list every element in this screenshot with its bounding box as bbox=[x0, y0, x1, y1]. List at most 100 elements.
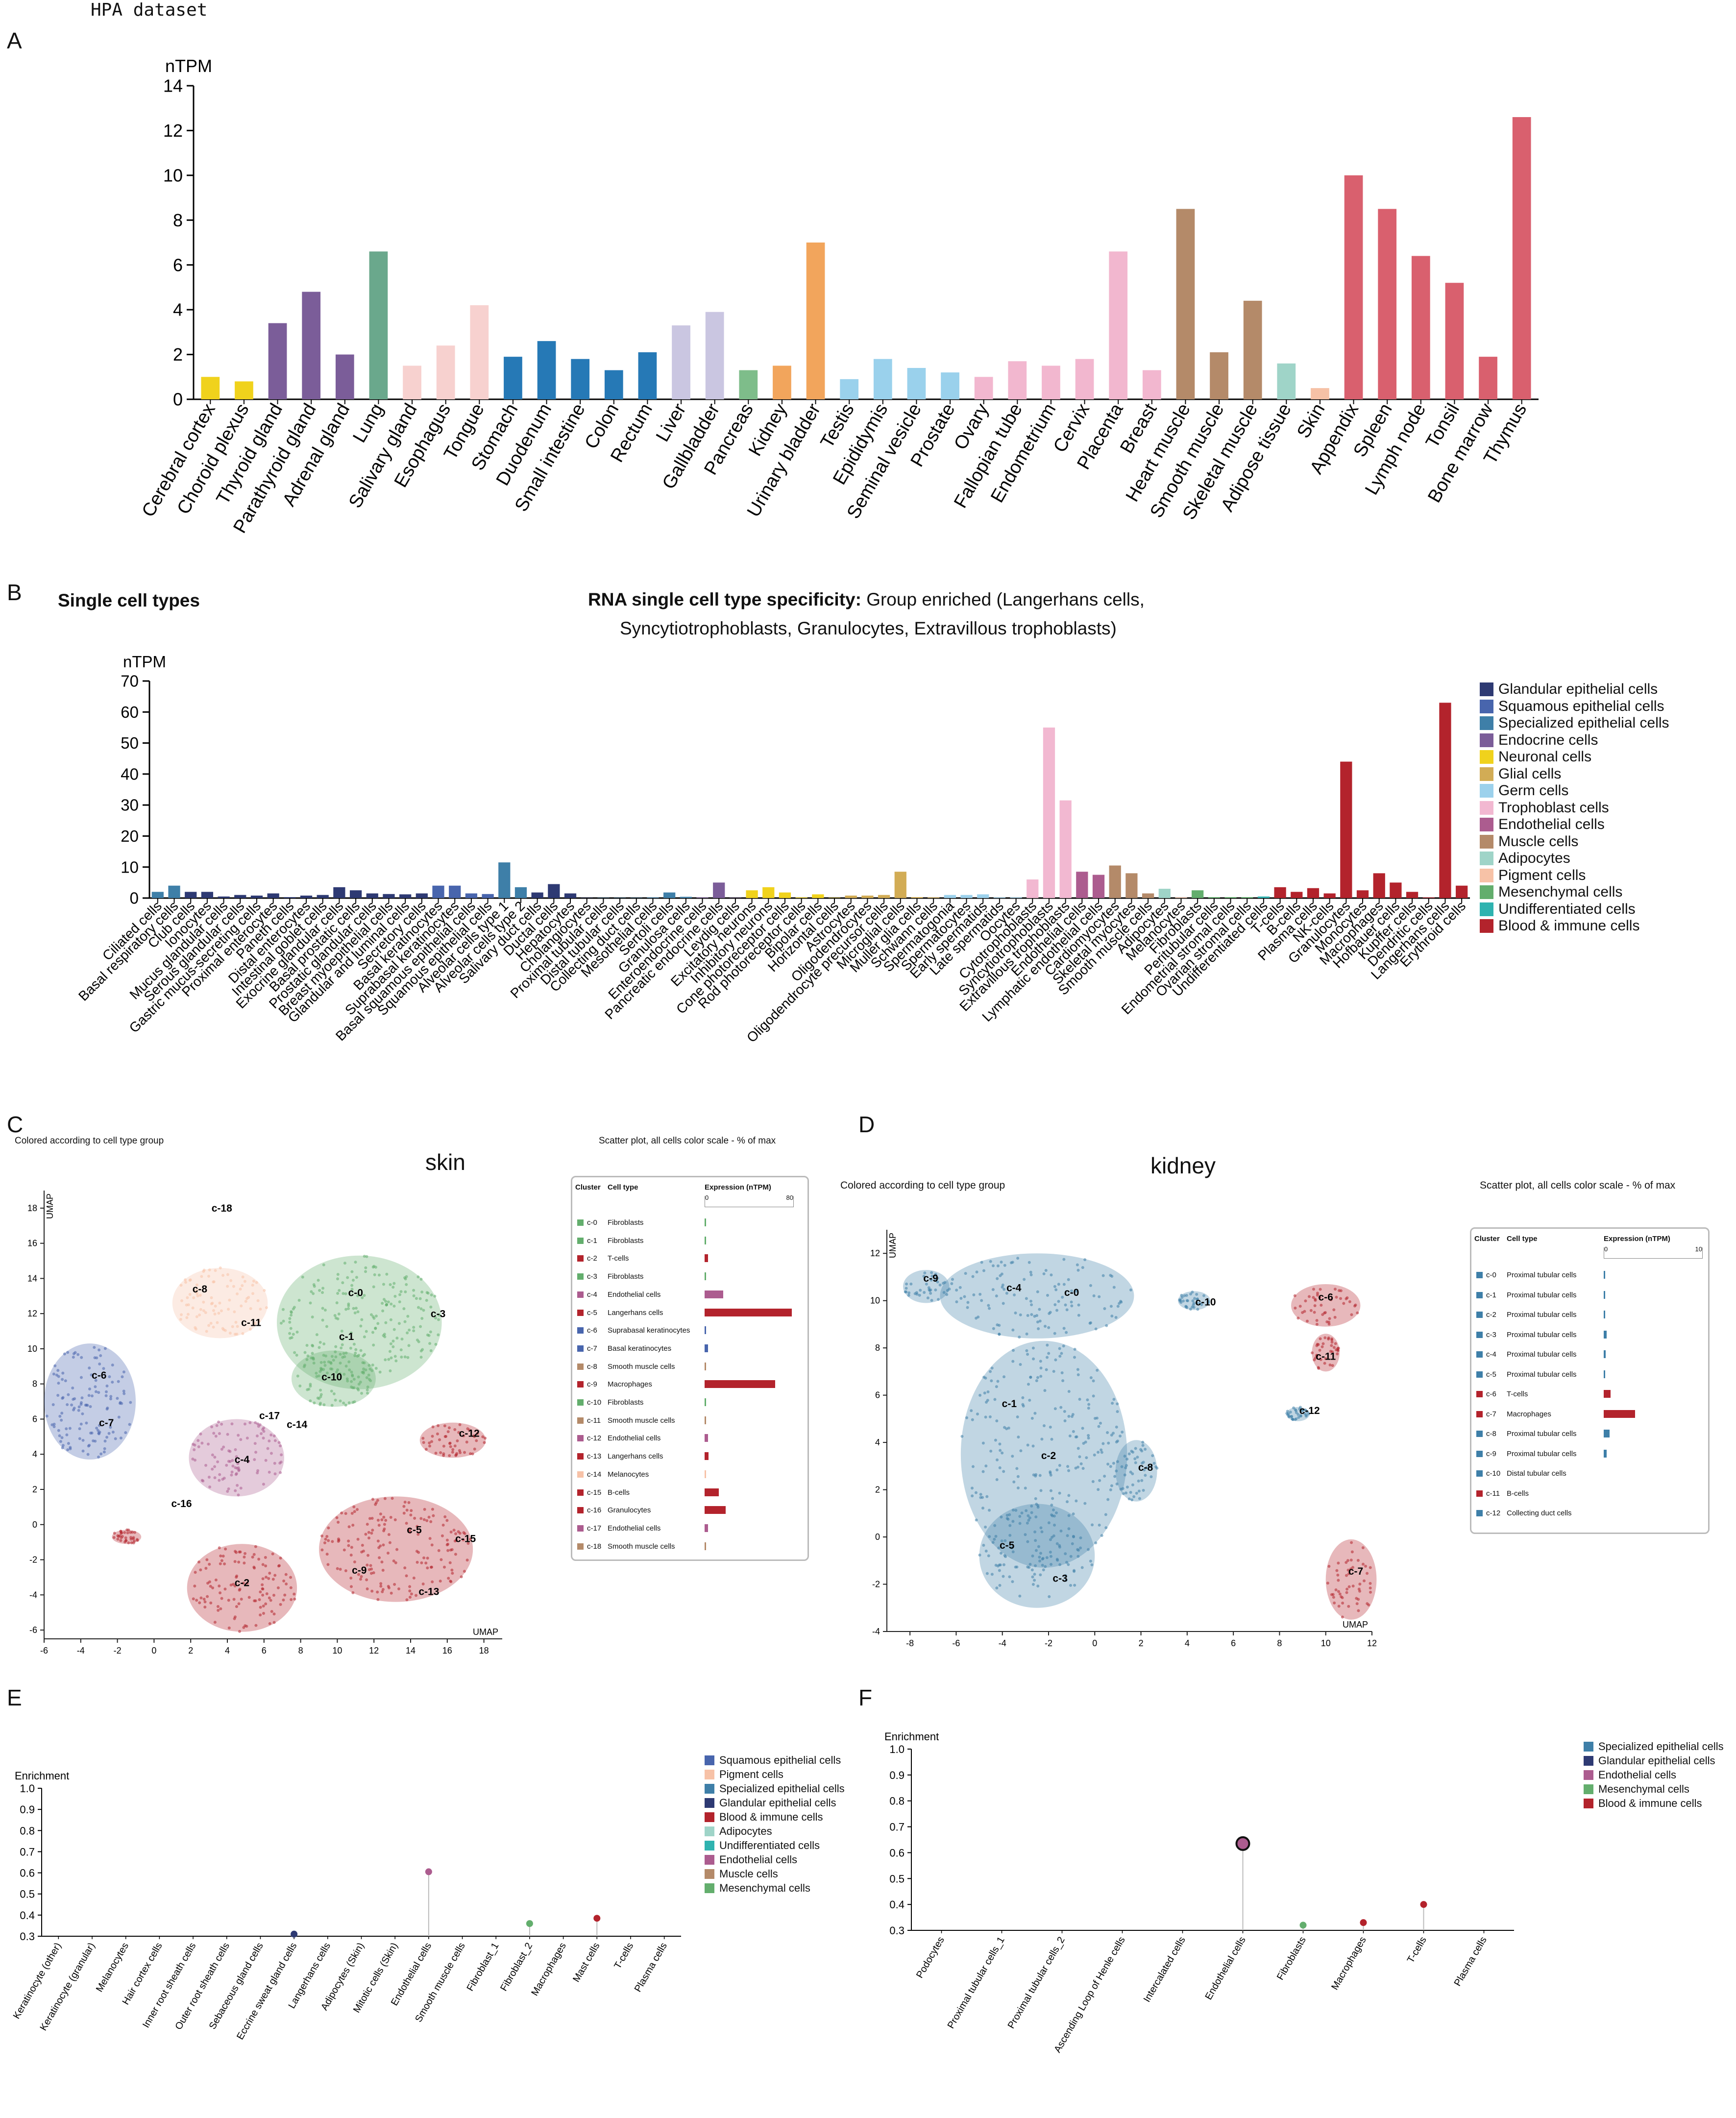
chart-d-cell-point bbox=[989, 1260, 992, 1263]
chart-c-cell-point bbox=[345, 1377, 349, 1381]
chart-c-cell-point bbox=[417, 1551, 420, 1554]
chart-c-cell-point bbox=[429, 1349, 433, 1352]
chart-c-table-row-c-1: c-1 Fibroblasts bbox=[572, 1234, 807, 1248]
chart-c-cell-point bbox=[61, 1396, 65, 1399]
chart-d-cell-point bbox=[1138, 1497, 1141, 1500]
chart-c-cell-point bbox=[105, 1384, 109, 1388]
chart-d-cell-point bbox=[1037, 1545, 1040, 1548]
chart-c-cell-point bbox=[379, 1544, 382, 1548]
chart-d-cell-point bbox=[1134, 1461, 1137, 1464]
chart-c-cell-point bbox=[116, 1397, 119, 1400]
chart-c-table-row-cluster: c-5 bbox=[587, 1308, 597, 1317]
chart-c-cell-point bbox=[419, 1325, 422, 1328]
chart-d-cell-point bbox=[1072, 1512, 1075, 1516]
chart-c-cell-point bbox=[453, 1428, 457, 1431]
chart-c-cell-point bbox=[239, 1288, 242, 1291]
chart-c-y-tick-label: 16 bbox=[27, 1239, 37, 1248]
chart-b-bar-bipolar-cells bbox=[812, 894, 824, 898]
chart-b-bar-astrocytes bbox=[845, 895, 857, 898]
chart-c-cell-point bbox=[354, 1351, 357, 1355]
chart-c-cell-point bbox=[233, 1560, 237, 1563]
chart-d-cell-point bbox=[1369, 1590, 1372, 1594]
chart-c-cell-point bbox=[394, 1359, 398, 1363]
chart-d-cell-point bbox=[1073, 1348, 1076, 1351]
chart-c-table-row-cell-type: B-cells bbox=[608, 1488, 630, 1497]
chart-c-cell-point bbox=[362, 1371, 365, 1375]
chart-c-cell-point bbox=[98, 1362, 101, 1365]
chart-d-cell-point bbox=[1356, 1311, 1359, 1315]
chart-d-cell-point bbox=[990, 1573, 994, 1576]
chart-c-table-row-expression-bar bbox=[705, 1272, 707, 1281]
chart-d-cell-point bbox=[1366, 1572, 1369, 1575]
chart-d-cell-point bbox=[1292, 1406, 1296, 1410]
chart-d-cell-point bbox=[989, 1449, 993, 1453]
chart-d-cell-point bbox=[1000, 1515, 1003, 1519]
chart-d-cell-point bbox=[1002, 1563, 1005, 1566]
chart-c-cell-point bbox=[263, 1289, 266, 1292]
chart-c-table-row-cluster: c-15 bbox=[587, 1488, 602, 1497]
chart-c-table-row-cell-type: Endothelial cells bbox=[608, 1434, 661, 1443]
chart-c-cell-point bbox=[253, 1458, 256, 1461]
chart-d-cell-point bbox=[984, 1549, 988, 1553]
chart-b-legend-label: Pigment cells bbox=[1498, 867, 1586, 883]
chart-d-cell-point bbox=[945, 1293, 949, 1296]
chart-c-cluster-label-c-6: c-6 bbox=[92, 1370, 106, 1381]
chart-c-cell-point bbox=[405, 1522, 408, 1525]
chart-d-cell-point bbox=[934, 1274, 937, 1277]
chart-c-cell-point bbox=[107, 1432, 111, 1435]
chart-c-cell-point bbox=[349, 1346, 352, 1350]
chart-d-cell-point bbox=[1011, 1550, 1015, 1554]
chart-c-cell-point bbox=[184, 1281, 188, 1284]
chart-c-y-tick-label: 14 bbox=[27, 1273, 37, 1283]
chart-c-cell-point bbox=[306, 1354, 310, 1358]
chart-c-cell-point bbox=[388, 1350, 391, 1353]
chart-c-table-row-swatch bbox=[577, 1255, 584, 1262]
chart-d-cell-point bbox=[1033, 1315, 1036, 1318]
chart-d-cell-point bbox=[1019, 1313, 1022, 1316]
chart-b-legend-label: Endothelial cells bbox=[1498, 816, 1605, 833]
chart-c-cell-point bbox=[390, 1302, 393, 1306]
chart-f-legend-swatch bbox=[1584, 1741, 1593, 1752]
chart-c-cell-point bbox=[105, 1408, 109, 1411]
chart-c-table-row-c-11: c-11 Smooth muscle cells bbox=[572, 1413, 807, 1428]
chart-b-bar-excitatory-neurons bbox=[746, 890, 758, 898]
chart-d-cell-point bbox=[1034, 1497, 1037, 1500]
chart-c-cell-point bbox=[111, 1363, 114, 1367]
chart-c-cell-point bbox=[327, 1526, 330, 1530]
chart-c-x-label: UMAP bbox=[473, 1627, 498, 1637]
chart-c-cell-point bbox=[80, 1356, 83, 1359]
chart-c-cell-point bbox=[180, 1299, 183, 1302]
chart-d-cell-point bbox=[1106, 1462, 1110, 1466]
chart-e-legend-swatch bbox=[705, 1826, 714, 1836]
chart-d-cell-point bbox=[1063, 1410, 1066, 1413]
chart-d-cell-point bbox=[1135, 1491, 1138, 1495]
chart-c-cell-point bbox=[378, 1556, 381, 1559]
chart-d-cell-point bbox=[1333, 1288, 1337, 1291]
chart-b-bar-mucus-glandular-cells bbox=[218, 896, 230, 898]
chart-d-cell-point bbox=[1103, 1307, 1106, 1310]
chart-c-cell-point bbox=[412, 1576, 416, 1580]
chart-d-cell-point bbox=[955, 1300, 958, 1304]
chart-c-table-row-expression-bar bbox=[705, 1398, 707, 1406]
chart-c-cell-point bbox=[219, 1266, 222, 1269]
chart-c-cell-point bbox=[372, 1571, 375, 1575]
chart-d-table-row-swatch bbox=[1476, 1450, 1483, 1457]
chart-c-table-row-swatch bbox=[577, 1219, 584, 1226]
chart-c-cell-point bbox=[343, 1262, 346, 1265]
chart-d-cell-point bbox=[1079, 1536, 1082, 1539]
chart-d-cell-point bbox=[960, 1435, 964, 1438]
chart-d-cell-point bbox=[1058, 1563, 1062, 1566]
chart-d-cell-point bbox=[1038, 1474, 1042, 1477]
chart-c-cell-point bbox=[66, 1448, 70, 1452]
chart-d-cell-point bbox=[1036, 1584, 1040, 1588]
chart-d-cell-point bbox=[982, 1269, 985, 1272]
chart-d-cell-point bbox=[1296, 1412, 1300, 1416]
chart-c-cell-point bbox=[269, 1599, 272, 1602]
chart-c-cell-point bbox=[262, 1612, 265, 1615]
chart-d-cell-point bbox=[1052, 1534, 1055, 1537]
chart-c-cell-point bbox=[406, 1331, 409, 1335]
chart-c-cell-point bbox=[372, 1285, 375, 1289]
chart-d-cell-point bbox=[1345, 1297, 1348, 1301]
chart-c-cell-point bbox=[327, 1539, 330, 1542]
